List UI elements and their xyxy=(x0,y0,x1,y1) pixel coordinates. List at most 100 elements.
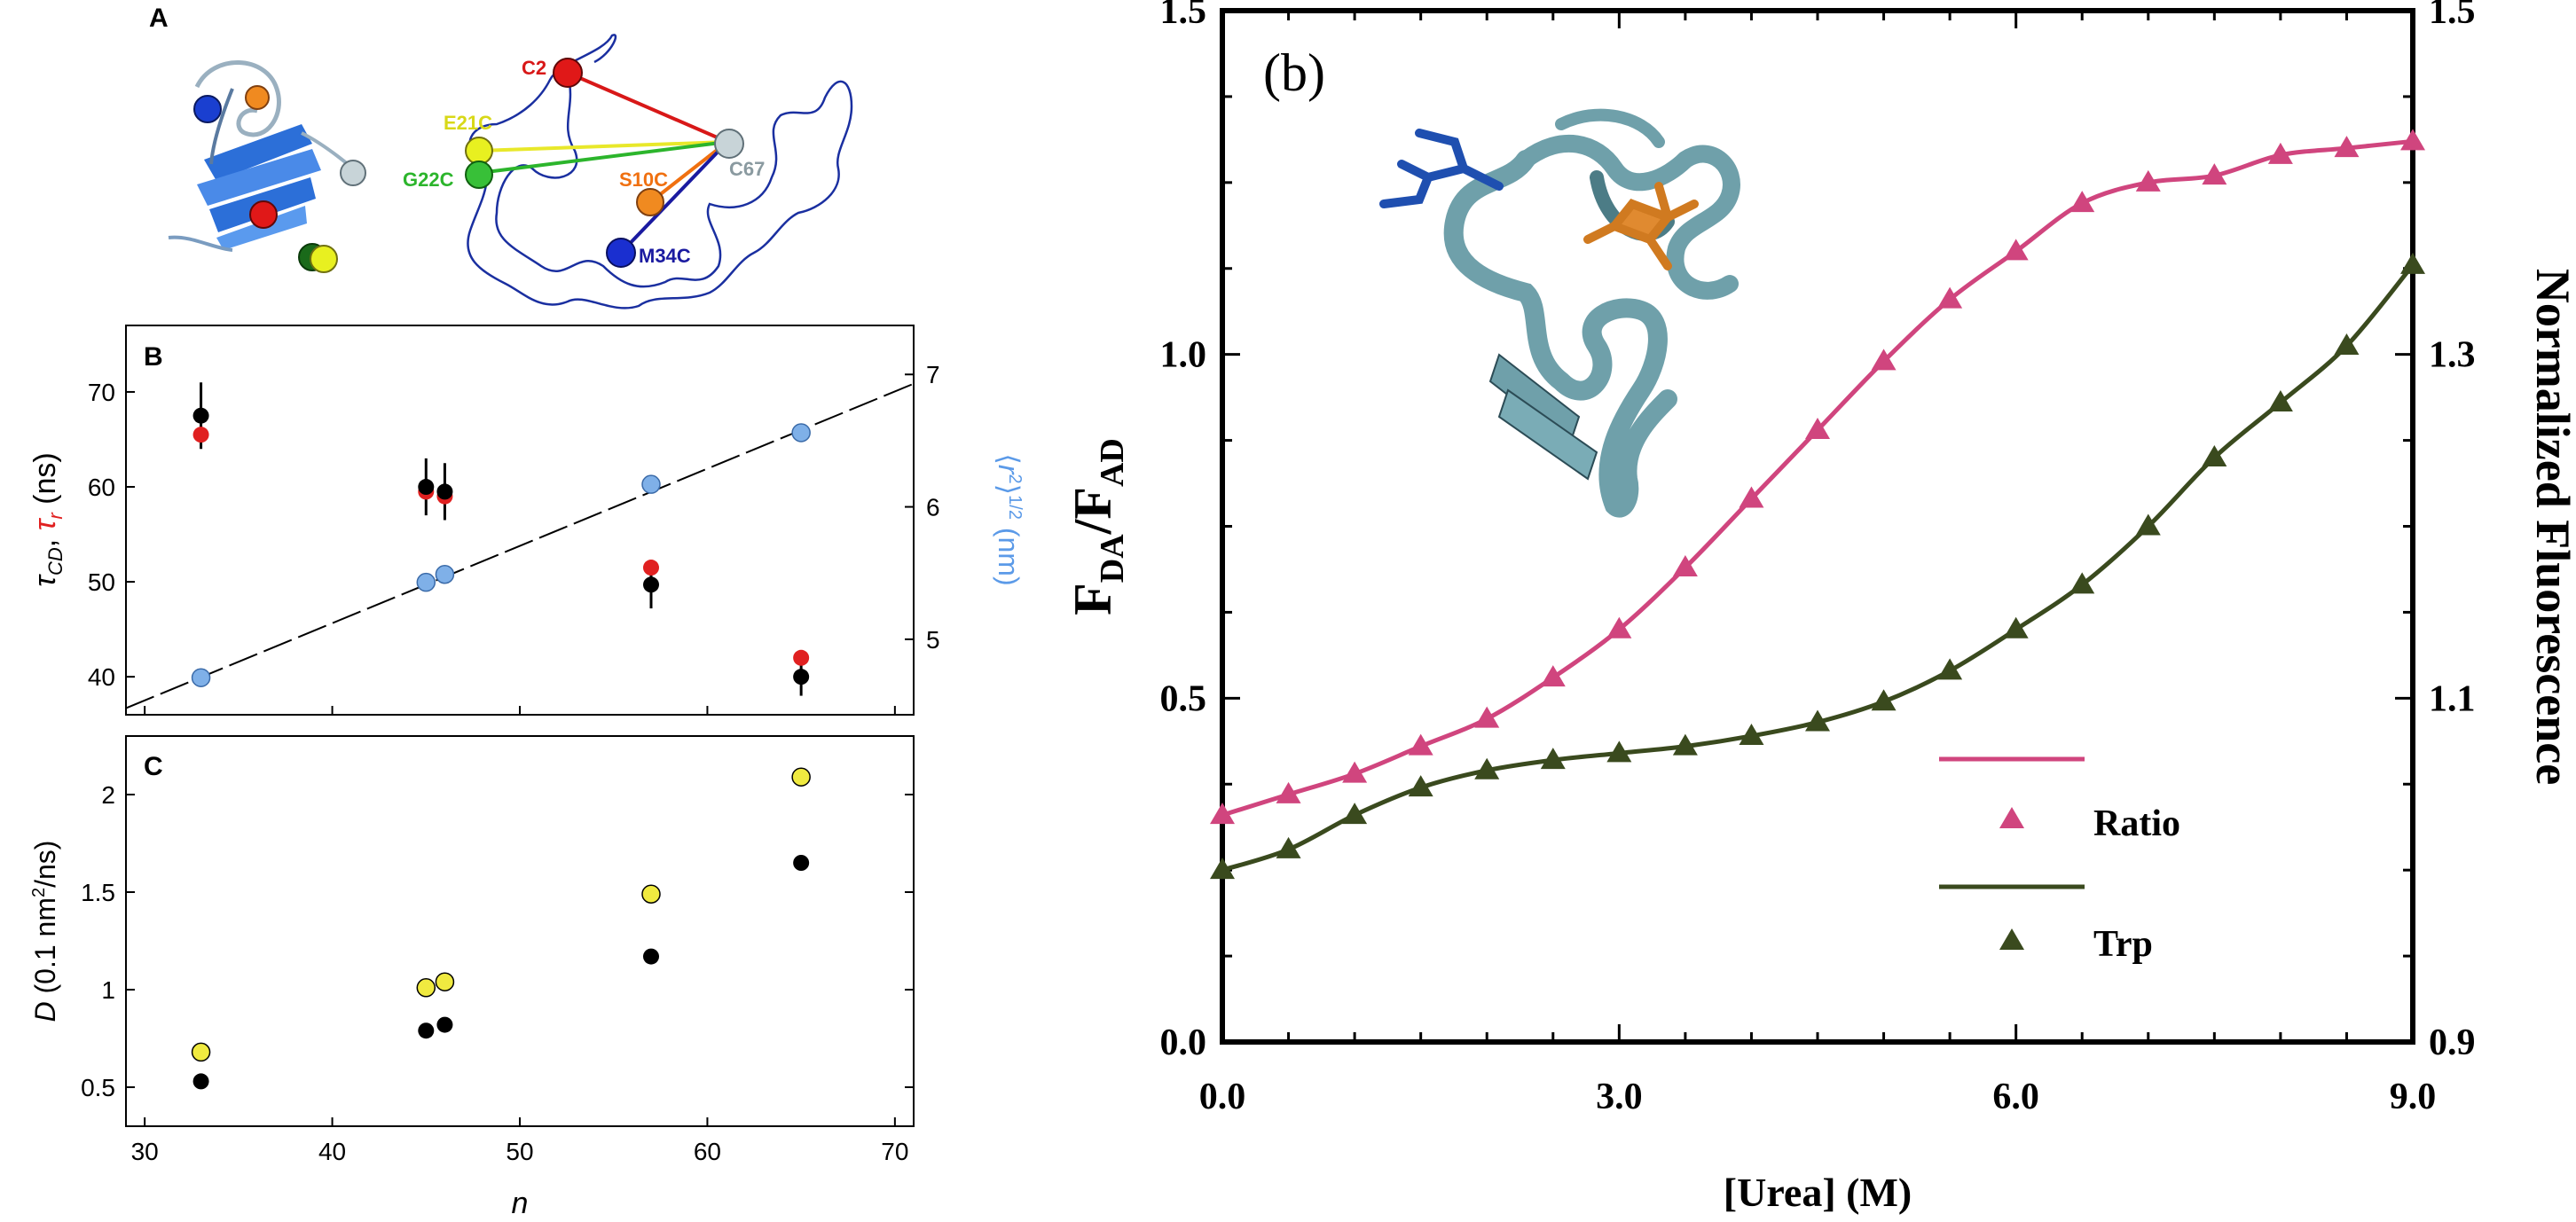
panel-urea-left-ylabel: FDA/FAD xyxy=(1064,438,1131,615)
urea-yr-tick-label: 1.1 xyxy=(2429,678,2476,719)
c-point-black xyxy=(436,1016,453,1033)
distance-line-e21c xyxy=(478,140,728,153)
b-point-tau-cd xyxy=(418,479,435,496)
b-point-rms-distance xyxy=(641,474,661,494)
legend-ratio-label: Ratio xyxy=(2093,803,2180,844)
urea-point-trp xyxy=(2267,389,2293,411)
urea-point-ratio xyxy=(2334,136,2360,158)
c-x-tick-label: 50 xyxy=(506,1138,533,1165)
urea-point-ratio xyxy=(1805,417,1830,439)
legend-trp-label: Trp xyxy=(2093,924,2153,965)
panel-c-chart: C D (0.1 nm2/ns) n 30 40 50 60 70 0.5 1 1.5 2 xyxy=(29,735,915,1220)
panel-b-right-ylabel: ⟨r2⟩1/2 (nm) xyxy=(993,453,1025,585)
urea-x-tick-label: 0.0 xyxy=(1199,1077,1246,1117)
urea-point-ratio xyxy=(1474,706,1500,728)
site-sphere-red xyxy=(249,200,278,229)
label-c67: C67 xyxy=(729,158,765,180)
legend-ratio-marker xyxy=(1999,807,2024,828)
c-x-tick-label: 60 xyxy=(694,1138,721,1165)
urea-point-trp xyxy=(1805,709,1830,732)
urea-yr-tick-label: 1.3 xyxy=(2429,335,2476,376)
urea-yl-tick-label: 1.5 xyxy=(1160,0,1207,32)
c-y-tick-label: 2 xyxy=(101,781,115,809)
site-sphere-yellow xyxy=(310,245,338,273)
distance-line-s10c xyxy=(648,140,729,204)
urea-point-ratio xyxy=(1606,616,1632,638)
distance-line-m34c xyxy=(619,140,729,255)
site-sphere-gray xyxy=(340,160,366,186)
urea-point-trp xyxy=(1408,775,1433,797)
b-point-tau-r xyxy=(793,649,810,666)
b-yl-tick-label: 70 xyxy=(88,379,115,406)
b-point-rms-distance xyxy=(191,668,211,687)
urea-point-trp xyxy=(1871,689,1897,711)
urea-point-ratio xyxy=(2202,163,2227,185)
urea-point-trp xyxy=(1474,757,1500,779)
c-point-yellow xyxy=(435,972,455,991)
b-yl-tick-label: 60 xyxy=(88,474,115,501)
b-point-tau-cd xyxy=(436,483,453,500)
urea-point-ratio xyxy=(2003,239,2029,261)
urea-yl-tick-label: 0.5 xyxy=(1160,678,1207,719)
panel-a: A C2 E21C G2 xyxy=(149,4,853,309)
label-s10c: S10C xyxy=(619,168,668,191)
urea-point-ratio xyxy=(2069,191,2095,213)
panel-b-letter: B xyxy=(144,342,163,372)
b-point-rms-distance xyxy=(416,572,436,592)
panel-c-frame xyxy=(125,735,915,1127)
panel-c-letter: C xyxy=(144,752,163,781)
urea-point-trp xyxy=(1342,803,1368,825)
panel-urea-label: (b) xyxy=(1263,43,1325,102)
urea-point-trp xyxy=(2202,444,2227,466)
panel-urea-xlabel: [Urea] (M) xyxy=(1724,1170,1912,1215)
urea-point-trp xyxy=(1672,733,1698,756)
urea-point-ratio xyxy=(1739,486,1764,508)
c-point-yellow xyxy=(641,884,661,904)
c-y-tick-label: 1 xyxy=(101,976,115,1004)
panel-c-ylabel: D (0.1 nm2/ns) xyxy=(29,841,61,1022)
urea-x-tick-label: 6.0 xyxy=(1992,1077,2039,1117)
site-sphere-m34c xyxy=(606,238,636,268)
b-yr-tick-label: 7 xyxy=(926,361,940,388)
urea-point-ratio xyxy=(1210,803,1235,825)
b-yr-tick-label: 5 xyxy=(926,626,940,654)
legend-trp-marker xyxy=(1999,928,2024,950)
site-sphere-orange xyxy=(245,85,270,110)
b-fit-line xyxy=(125,382,915,709)
protein-structure-inset xyxy=(1379,108,1740,518)
urea-point-ratio xyxy=(2400,129,2425,151)
c-x-tick-label: 30 xyxy=(131,1138,159,1165)
site-sphere-blue xyxy=(193,95,222,123)
label-m34c: M34C xyxy=(639,245,691,267)
b-point-rms-distance xyxy=(791,423,811,443)
c-point-yellow xyxy=(416,978,436,998)
urea-point-trp xyxy=(1210,858,1235,880)
panel-c-xlabel: n xyxy=(512,1187,529,1220)
b-yl-tick-label: 50 xyxy=(88,568,115,596)
c-x-tick-label: 70 xyxy=(881,1138,908,1165)
urea-point-ratio xyxy=(1540,665,1566,687)
site-sphere-c67 xyxy=(714,129,744,159)
urea-point-trp xyxy=(2135,513,2161,536)
label-c2: C2 xyxy=(522,57,546,79)
urea-point-ratio xyxy=(1408,733,1433,756)
b-point-tau-cd xyxy=(192,407,209,424)
urea-point-ratio xyxy=(2267,142,2293,164)
b-point-tau-cd xyxy=(643,576,659,593)
urea-point-ratio xyxy=(1672,555,1698,577)
c-point-black xyxy=(643,948,659,965)
distance-line-c2 xyxy=(567,71,728,144)
c-point-black xyxy=(192,1073,209,1090)
urea-yr-tick-label: 1.5 xyxy=(2429,0,2476,32)
urea-point-ratio xyxy=(1937,286,1963,309)
b-yl-tick-label: 40 xyxy=(88,663,115,691)
urea-point-trp xyxy=(2334,333,2360,355)
label-g22c: G22C xyxy=(403,168,454,191)
c-point-black xyxy=(793,855,810,871)
b-point-tau-r xyxy=(192,427,209,443)
panel-urea-right-ylabel: Normalized Fluorescence xyxy=(2526,269,2576,785)
urea-point-trp xyxy=(1739,723,1764,745)
b-point-rms-distance xyxy=(435,564,455,584)
panel-a-letter: A xyxy=(149,4,169,33)
